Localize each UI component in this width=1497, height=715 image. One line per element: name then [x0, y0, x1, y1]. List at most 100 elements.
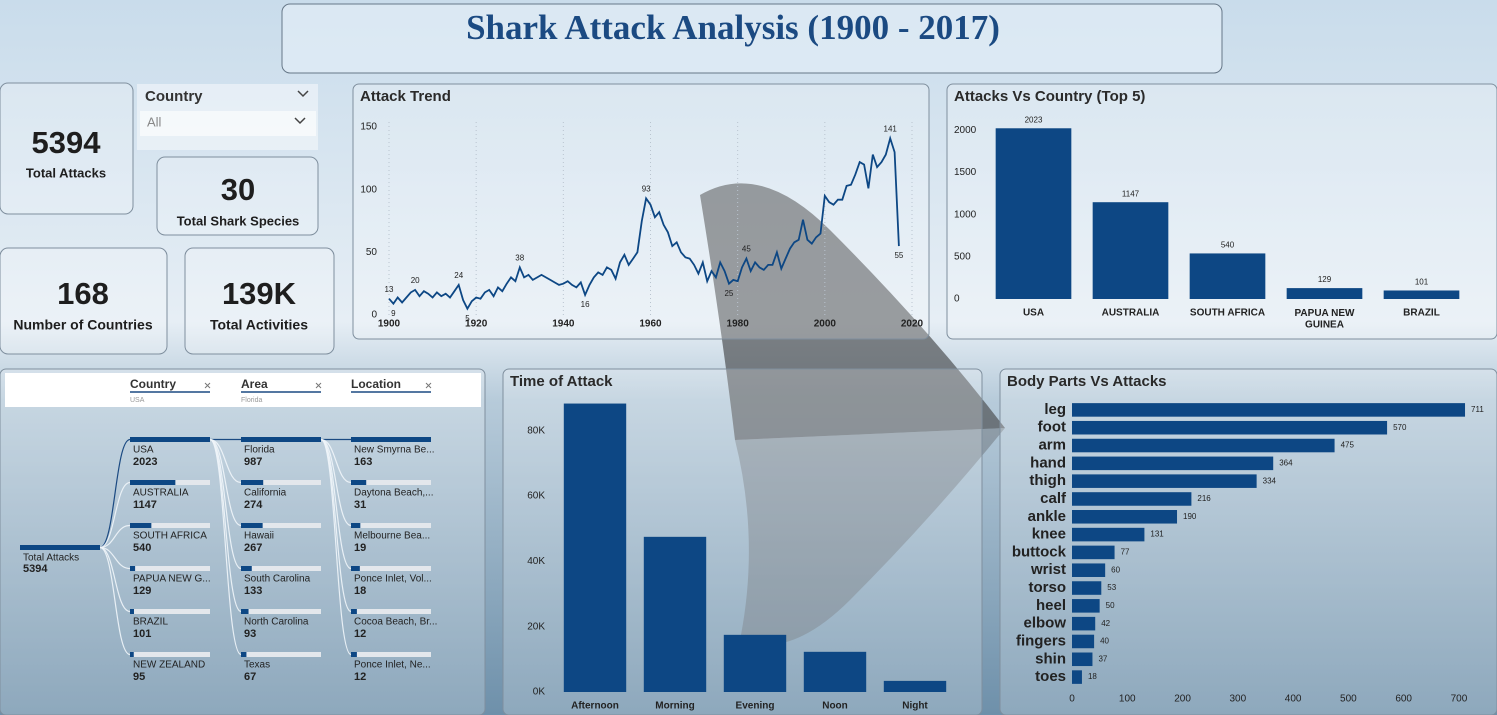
kpi-card [0, 247, 168, 355]
data-label: 25 [724, 289, 733, 298]
bar[interactable] [1072, 527, 1145, 542]
tree-node-bar[interactable] [130, 437, 210, 442]
tree-node-bar[interactable] [351, 566, 360, 571]
remove-field[interactable] [315, 382, 322, 389]
tree-node-bar[interactable] [351, 609, 357, 614]
bar[interactable] [1072, 616, 1096, 631]
bar[interactable] [723, 634, 787, 692]
bar[interactable] [1072, 456, 1274, 471]
x-tick-label: 600 [1395, 694, 1412, 705]
tree-node-bar[interactable] [351, 437, 431, 442]
tree-node-label: Ponce Inlet, Vol... [354, 574, 432, 585]
bar[interactable] [1072, 563, 1106, 577]
tree-node-label: Total Attacks [23, 553, 79, 564]
data-label: 55 [894, 251, 903, 260]
data-label: 5 [465, 314, 470, 323]
data-label: 141 [884, 124, 898, 133]
chart-title: Body Parts Vs Attacks [1007, 373, 1167, 390]
slicer-value[interactable]: All [147, 114, 162, 129]
tree-node-bar[interactable] [130, 652, 134, 657]
bar[interactable] [1072, 510, 1178, 524]
tree-node-bar[interactable] [351, 480, 367, 485]
y-tick-label: torso [1029, 579, 1067, 596]
bar[interactable] [1072, 581, 1102, 595]
chevron[interactable] [294, 117, 306, 125]
data-label: 18 [1088, 672, 1097, 681]
data-label: 53 [1107, 583, 1116, 592]
kpi-label: Number of Countries [13, 317, 152, 333]
data-label: 540 [1221, 241, 1235, 250]
tree-node-bar[interactable] [351, 523, 361, 528]
tree-node-bar[interactable] [351, 652, 357, 657]
data-label: 190 [1183, 512, 1197, 521]
tree-node-track [241, 523, 321, 528]
connector [99, 524, 131, 549]
bar[interactable] [1072, 652, 1093, 667]
data-label: 16 [581, 300, 590, 309]
tree-node-bar[interactable] [241, 566, 252, 571]
tree-node-label: Cocoa Beach, Br... [354, 617, 437, 628]
tree-node-value: 2023 [133, 456, 157, 468]
chevron[interactable] [297, 90, 309, 98]
x-tick-label: 1980 [727, 319, 750, 330]
tree-node-track [351, 523, 431, 528]
tree-node-bar[interactable] [241, 480, 264, 485]
data-label: 570 [1393, 423, 1407, 432]
tree-node-value: 129 [133, 585, 151, 597]
bar[interactable] [1072, 670, 1082, 684]
fin-reflection [735, 428, 1005, 645]
data-label: 364 [1279, 458, 1293, 467]
bar[interactable] [1189, 253, 1266, 299]
tree-node-bar[interactable] [130, 480, 176, 485]
tree-node-track [351, 566, 431, 571]
tree-node-bar[interactable] [130, 609, 134, 614]
y-tick-label: 0K [533, 687, 546, 698]
data-label: 20 [411, 276, 420, 285]
x-tick-label: 200 [1174, 694, 1191, 705]
bar[interactable] [803, 651, 867, 692]
bar[interactable] [1072, 545, 1115, 560]
slicer-dropdown[interactable] [140, 111, 316, 136]
tree-node-bar[interactable] [241, 437, 321, 442]
remove-field[interactable] [425, 382, 432, 389]
remove-field[interactable] [204, 382, 211, 389]
x-tick-label: 100 [1119, 694, 1136, 705]
bar[interactable] [563, 403, 627, 692]
x-tick-label: 1940 [552, 319, 575, 330]
bar[interactable] [643, 536, 707, 692]
tree-node-label: California [244, 488, 287, 499]
bar[interactable] [1072, 438, 1335, 453]
bar[interactable] [1383, 290, 1460, 299]
tree-node-track [130, 566, 210, 571]
bar[interactable] [1092, 202, 1169, 299]
y-tick-label: ankle [1028, 508, 1066, 525]
bar[interactable] [1072, 403, 1466, 417]
tree-node-bar[interactable] [241, 523, 263, 528]
bar[interactable] [1072, 474, 1257, 488]
y-tick-label: heel [1036, 597, 1066, 614]
bar[interactable] [1072, 420, 1388, 435]
data-label: 131 [1150, 530, 1164, 539]
bar[interactable] [1072, 599, 1100, 613]
tree-node-bar[interactable] [130, 566, 136, 571]
y-tick-label: buttock [1012, 543, 1067, 560]
decomposition-tree: Country USA Area Florida Location Total Attac… [20, 377, 437, 683]
tree-node-label: BRAZIL [133, 617, 168, 628]
tree-node-bar[interactable] [130, 523, 152, 528]
data-label: 9 [391, 309, 396, 318]
tree-node-track [130, 523, 210, 528]
kpi-value: 5394 [32, 125, 102, 160]
tree-node-bar[interactable] [241, 652, 247, 657]
bar[interactable] [883, 680, 947, 692]
bar[interactable] [1072, 634, 1095, 649]
tree-node-label: USA [133, 445, 154, 456]
tree-node-bar[interactable] [241, 609, 249, 614]
bar[interactable] [1286, 288, 1363, 299]
tree-node-value: 31 [354, 499, 366, 511]
tree-node-value: 267 [244, 542, 262, 554]
bar[interactable] [1072, 492, 1192, 506]
y-tick-label: arm [1038, 437, 1066, 454]
bar[interactable] [995, 128, 1072, 299]
data-label: 24 [454, 271, 463, 280]
data-label: 129 [1318, 275, 1332, 284]
